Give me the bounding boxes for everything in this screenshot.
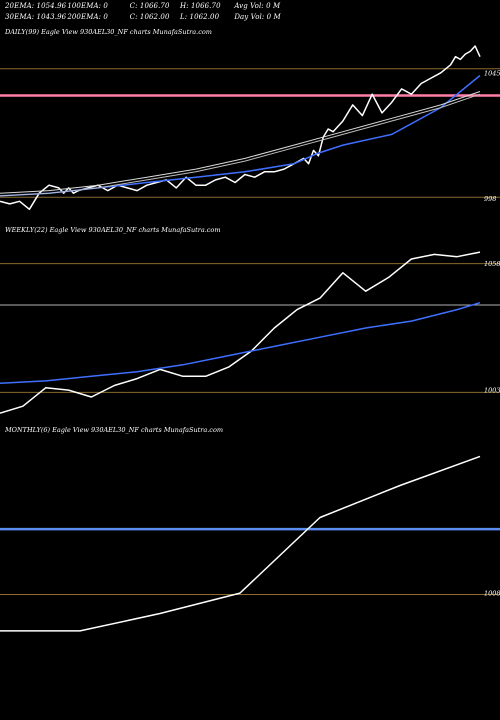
monthly-series-0: [0, 455, 481, 632]
day-vol-label: Day Vol: 0 M: [234, 13, 281, 21]
daily-panel-title: DAILY(99) Eagle View 930AEL30_NF charts …: [5, 28, 212, 36]
monthly-panel-title: MONTHLY(6) Eagle View 930AEL30_NF charts…: [5, 426, 224, 434]
weekly-series-1: [0, 301, 481, 384]
ema20-label: 20EMA: 1054.96: [5, 2, 67, 10]
daily-series-3: [0, 93, 481, 197]
stats-row-1: 20EMA: 1054.96 100EMA: 0 C: 1066.70 H: 1…: [5, 2, 280, 10]
daily-ylabel-1: 998: [484, 195, 496, 203]
ema200-label: 200EMA: 0: [67, 13, 108, 21]
weekly-ylabel-1: 1003: [484, 387, 500, 395]
close2-label: C: 1062.00: [129, 13, 170, 21]
avg-vol-label: Avg Vol: 0 M: [234, 2, 281, 10]
stats-row-2: 30EMA: 1043.96 200EMA: 0 C: 1062.00 L: 1…: [5, 13, 281, 21]
monthly-ylabel-0: 1008: [484, 590, 500, 598]
weekly-panel-title: WEEKLY(22) Eagle View 930AEL30_NF charts…: [5, 226, 221, 234]
daily-series-2: [0, 91, 481, 194]
ema30-label: 30EMA: 1043.96: [5, 13, 67, 21]
daily-ylabel-0: 1045: [484, 69, 500, 77]
close-label: C: 1066.70: [129, 2, 170, 10]
weekly-ylabel-0: 1058: [484, 260, 500, 268]
daily-series-0: [0, 45, 481, 211]
high-label: H: 1066.70: [179, 2, 221, 10]
weekly-series-0: [0, 251, 481, 414]
ema100-label: 100EMA: 0: [67, 2, 108, 10]
low-label: L: 1062.00: [179, 13, 220, 21]
